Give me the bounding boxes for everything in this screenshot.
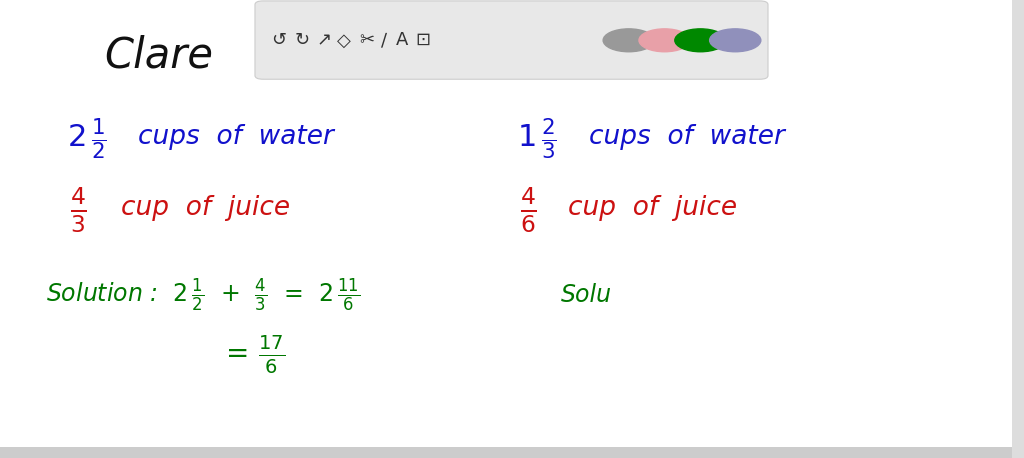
Text: A: A [396,31,409,49]
Text: cup  of  juice: cup of juice [568,196,737,221]
Circle shape [603,29,654,52]
Circle shape [710,29,761,52]
Text: ↺: ↺ [271,31,286,49]
FancyBboxPatch shape [0,447,1024,458]
Circle shape [675,29,726,52]
Text: $\frac{4}{6}$: $\frac{4}{6}$ [520,186,537,235]
Text: Solution :  $2\,\frac{1}{2}$  +  $\frac{4}{3}$  =  $2\,\frac{11}{6}$: Solution : $2\,\frac{1}{2}$ + $\frac{4}{… [46,277,360,314]
Text: Solu: Solu [561,284,612,307]
Text: ↗: ↗ [316,31,331,49]
Text: ⊡: ⊡ [416,31,430,49]
Text: cup  of  juice: cup of juice [121,196,290,221]
Text: ↻: ↻ [295,31,309,49]
Text: cups  of  water: cups of water [589,125,784,150]
FancyBboxPatch shape [1012,0,1024,458]
Text: $2\,\frac{1}{2}$: $2\,\frac{1}{2}$ [67,117,106,163]
Text: $=\,\frac{17}{6}$: $=\,\frac{17}{6}$ [220,334,286,376]
Text: ◇: ◇ [337,31,351,49]
Text: ∕: ∕ [381,31,387,49]
Text: $\frac{4}{3}$: $\frac{4}{3}$ [70,186,86,235]
FancyBboxPatch shape [255,1,768,79]
Text: $1\,\frac{2}{3}$: $1\,\frac{2}{3}$ [517,117,557,163]
Text: cups  of  water: cups of water [138,125,334,150]
Circle shape [639,29,690,52]
Text: ✂: ✂ [359,31,374,49]
Text: Clare: Clare [104,35,213,77]
